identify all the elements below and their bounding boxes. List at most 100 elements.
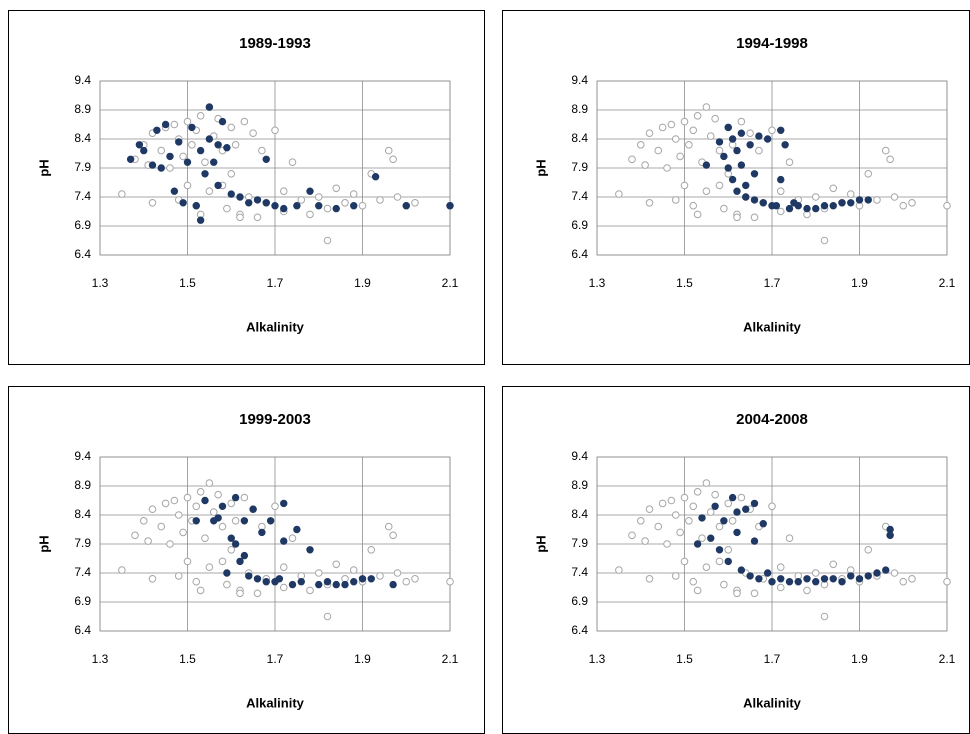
y-tick-label: 7.4: [571, 189, 588, 203]
data-point: [253, 213, 262, 222]
data-point: [812, 578, 820, 586]
data-point: [223, 204, 231, 213]
data-point: [724, 123, 732, 132]
data-point: [750, 170, 759, 178]
data-point: [279, 563, 288, 572]
data-point: [323, 236, 332, 245]
data-point: [192, 577, 201, 586]
data-point: [358, 201, 367, 210]
data-point: [820, 612, 829, 621]
data-point: [645, 575, 654, 583]
y-tick-label: 6.4: [571, 623, 588, 637]
data-point: [777, 126, 785, 134]
x-axis-label: Alkalinity: [246, 319, 305, 334]
data-point: [341, 580, 349, 589]
data-point: [214, 490, 222, 499]
x-tick-label: 1.7: [764, 276, 781, 290]
data-point: [689, 502, 698, 511]
data-point: [685, 517, 693, 525]
data-point: [693, 488, 702, 496]
x-tick-label: 2.1: [939, 652, 956, 666]
data-point: [750, 537, 759, 545]
data-point: [698, 514, 706, 522]
data-point: [384, 522, 393, 531]
data-point: [750, 589, 759, 598]
y-tick-label: 6.4: [74, 247, 91, 261]
panel-frame: [502, 386, 970, 734]
data-point: [680, 181, 689, 190]
data-point: [899, 577, 908, 586]
y-tick-label: 9.4: [74, 73, 91, 87]
data-point: [161, 120, 170, 129]
data-point: [183, 557, 192, 566]
data-point: [667, 496, 676, 505]
data-point: [306, 187, 314, 195]
data-point: [240, 493, 249, 502]
data-point: [262, 199, 270, 207]
data-point: [715, 522, 724, 531]
data-point: [280, 204, 288, 213]
data-point: [702, 187, 711, 195]
data-point: [829, 184, 838, 193]
data-point: [266, 517, 275, 525]
data-point: [214, 141, 222, 149]
x-tick-label: 1.5: [179, 652, 196, 666]
data-point: [174, 572, 183, 580]
data-point: [711, 502, 719, 510]
chart-title: 1989-1993: [239, 35, 311, 52]
data-point: [755, 575, 763, 583]
data-point: [702, 479, 711, 487]
data-point: [820, 236, 829, 245]
data-point: [908, 575, 916, 583]
data-point: [790, 199, 798, 207]
data-point: [341, 199, 349, 207]
y-tick-label: 6.4: [74, 623, 91, 637]
data-point: [166, 152, 174, 161]
data-point: [785, 534, 794, 543]
y-tick-label: 7.4: [74, 565, 91, 579]
data-point: [628, 531, 636, 540]
data-point: [750, 213, 759, 222]
data-point: [231, 517, 240, 525]
y-tick-label: 9.4: [74, 449, 91, 463]
data-point: [249, 505, 257, 513]
data-point: [153, 126, 161, 134]
data-point: [288, 158, 297, 166]
data-point: [179, 528, 187, 537]
data-point: [873, 569, 881, 577]
data-point: [724, 557, 732, 566]
data-point: [689, 126, 698, 135]
data-point: [829, 575, 837, 583]
data-point: [288, 534, 297, 543]
data-point: [943, 577, 951, 586]
data-point: [288, 580, 297, 589]
data-point: [838, 199, 846, 207]
data-point: [148, 199, 157, 207]
data-point: [685, 141, 693, 149]
data-point: [258, 146, 266, 155]
data-point: [886, 155, 894, 164]
data-point: [245, 199, 253, 207]
data-point: [279, 187, 288, 195]
data-point: [446, 201, 454, 210]
data-point: [297, 578, 305, 586]
data-point: [628, 155, 636, 164]
y-tick-label: 8.9: [74, 478, 91, 492]
data-point: [323, 204, 332, 213]
plot-border: [99, 456, 451, 632]
data-point: [389, 155, 397, 164]
data-point: [350, 578, 358, 586]
data-point: [658, 123, 667, 132]
y-tick-label: 6.9: [571, 218, 588, 232]
data-point: [820, 201, 829, 210]
data-point: [271, 502, 279, 511]
data-point: [236, 589, 244, 598]
data-point: [750, 499, 759, 508]
data-point: [728, 493, 737, 502]
x-tick-label: 1.3: [589, 652, 606, 666]
data-point: [262, 155, 270, 163]
data-point: [389, 580, 397, 589]
data-point: [811, 569, 820, 577]
chart-panel: 6.4 6.9 7.4 7.9 8.4 8.9 9.4 1.3 1.5 1.7 1.9 2.1 1994…: [502, 10, 970, 365]
data-point: [315, 201, 323, 210]
